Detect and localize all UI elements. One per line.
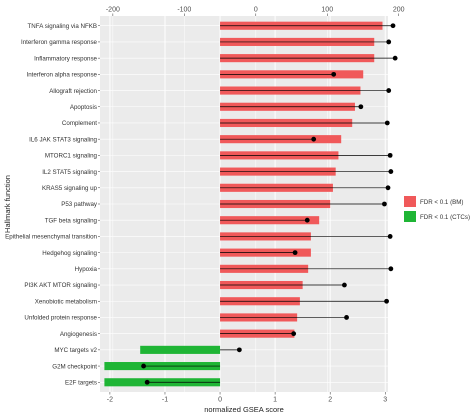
x-axis-top-ticks: -200 -100 0 100 200 bbox=[106, 7, 405, 16]
x-top-tick-label: 0 bbox=[254, 7, 258, 14]
point-p53-pathway bbox=[382, 201, 387, 207]
x-top-tick-label: 100 bbox=[321, 7, 333, 14]
category-label: Allograft rejection bbox=[49, 88, 97, 95]
x-tick-label: -1 bbox=[162, 397, 168, 404]
x-tick-label: 1 bbox=[273, 397, 277, 404]
point-il6-jak-stat3-signaling bbox=[311, 136, 317, 142]
bar-myc-targets-v2 bbox=[140, 345, 221, 354]
x-top-tick-label: -100 bbox=[177, 7, 191, 14]
legend-label: FDR < 0.1 (CTCs) bbox=[420, 214, 470, 221]
category-label: Interferon gamma response bbox=[21, 39, 98, 46]
category-label: Interferon alpha response bbox=[26, 72, 97, 79]
category-label: Apoptosis bbox=[70, 104, 97, 111]
point-xenobiotic-metabolism bbox=[384, 298, 389, 304]
point-tnfa-signaling-via-nfkb bbox=[390, 23, 396, 29]
category-label: G2M checkpoint bbox=[52, 363, 97, 370]
point-unfolded-protein-response bbox=[344, 315, 349, 320]
point-hypoxia bbox=[388, 266, 394, 272]
point-e2f-targets bbox=[144, 379, 150, 385]
point-interferon-alpha-response bbox=[331, 71, 337, 77]
category-label: Epithelial mesenchymal transition bbox=[5, 234, 97, 241]
category-label: P53 pathway bbox=[61, 201, 98, 208]
category-label: Unfolded protein response bbox=[24, 315, 97, 322]
point-mtorc1-signaling bbox=[387, 152, 393, 158]
legend-key bbox=[404, 196, 416, 207]
x-axis-title: normalized GSEA score bbox=[204, 405, 284, 414]
x-tick-label: 3 bbox=[383, 397, 387, 404]
x-top-tick-label: -200 bbox=[106, 7, 120, 14]
point-allograft-rejection bbox=[386, 88, 392, 93]
legend: FDR < 0.1 (BM) FDR < 0.1 (CTCs) bbox=[404, 196, 470, 222]
category-label: IL2 STAT5 signaling bbox=[42, 169, 97, 176]
point-il2-stat5-signaling bbox=[388, 169, 394, 174]
point-epithelial-mesenchymal-transition bbox=[387, 234, 393, 239]
point-kras5-signaling-up bbox=[385, 185, 391, 191]
category-label: PI3K AKT MTOR signaling bbox=[24, 282, 97, 289]
category-label: Hedgehog signaling bbox=[42, 250, 97, 257]
category-label: Angiogenesis bbox=[60, 331, 97, 338]
stems bbox=[143, 25, 396, 383]
point-angiogenesis bbox=[291, 331, 297, 337]
category-label: MTORC1 signaling bbox=[45, 153, 98, 160]
point-inflammatory-response bbox=[392, 55, 398, 61]
point-apoptosis bbox=[358, 104, 364, 110]
legend-label: FDR < 0.1 (BM) bbox=[420, 199, 464, 206]
point-hedgehog-signaling bbox=[292, 250, 298, 256]
point-complement bbox=[384, 120, 390, 126]
x-top-tick-label: 200 bbox=[393, 7, 405, 14]
x-tick-label: 2 bbox=[328, 397, 332, 404]
x-axis-bottom-ticks: -2 -1 0 1 2 3 bbox=[107, 392, 387, 404]
category-label: KRAS5 signaling up bbox=[42, 185, 98, 192]
category-label: Complement bbox=[62, 120, 97, 127]
category-label: IL6 JAK STAT3 signaling bbox=[29, 136, 97, 143]
points bbox=[141, 23, 398, 385]
category-label: TNFA signaling via NFKB bbox=[28, 23, 97, 30]
category-label: Inflammatory response bbox=[34, 55, 97, 62]
point-g2m-checkpoint bbox=[141, 363, 146, 369]
category-label: Xenobiotic metabolism bbox=[35, 298, 97, 305]
point-tgf-beta-signaling bbox=[304, 217, 310, 223]
category-label: TGF beta signaling bbox=[45, 217, 98, 224]
category-label: E2F targets bbox=[65, 379, 97, 386]
y-axis-title: Hallmark function bbox=[3, 175, 12, 233]
x-tick-label: 0 bbox=[218, 397, 222, 404]
x-tick-label: -2 bbox=[107, 397, 113, 404]
point-myc-targets-v2 bbox=[236, 347, 242, 353]
legend-key bbox=[404, 211, 416, 222]
point-pi3k-akt-mtor-signaling bbox=[342, 282, 347, 288]
category-labels: TNFA signaling via NFKB Interferon gamma … bbox=[5, 23, 100, 386]
point-interferon-gamma-response bbox=[386, 39, 392, 45]
category-label: MYC targets v2 bbox=[54, 347, 97, 354]
category-label: Hypoxia bbox=[75, 266, 98, 273]
